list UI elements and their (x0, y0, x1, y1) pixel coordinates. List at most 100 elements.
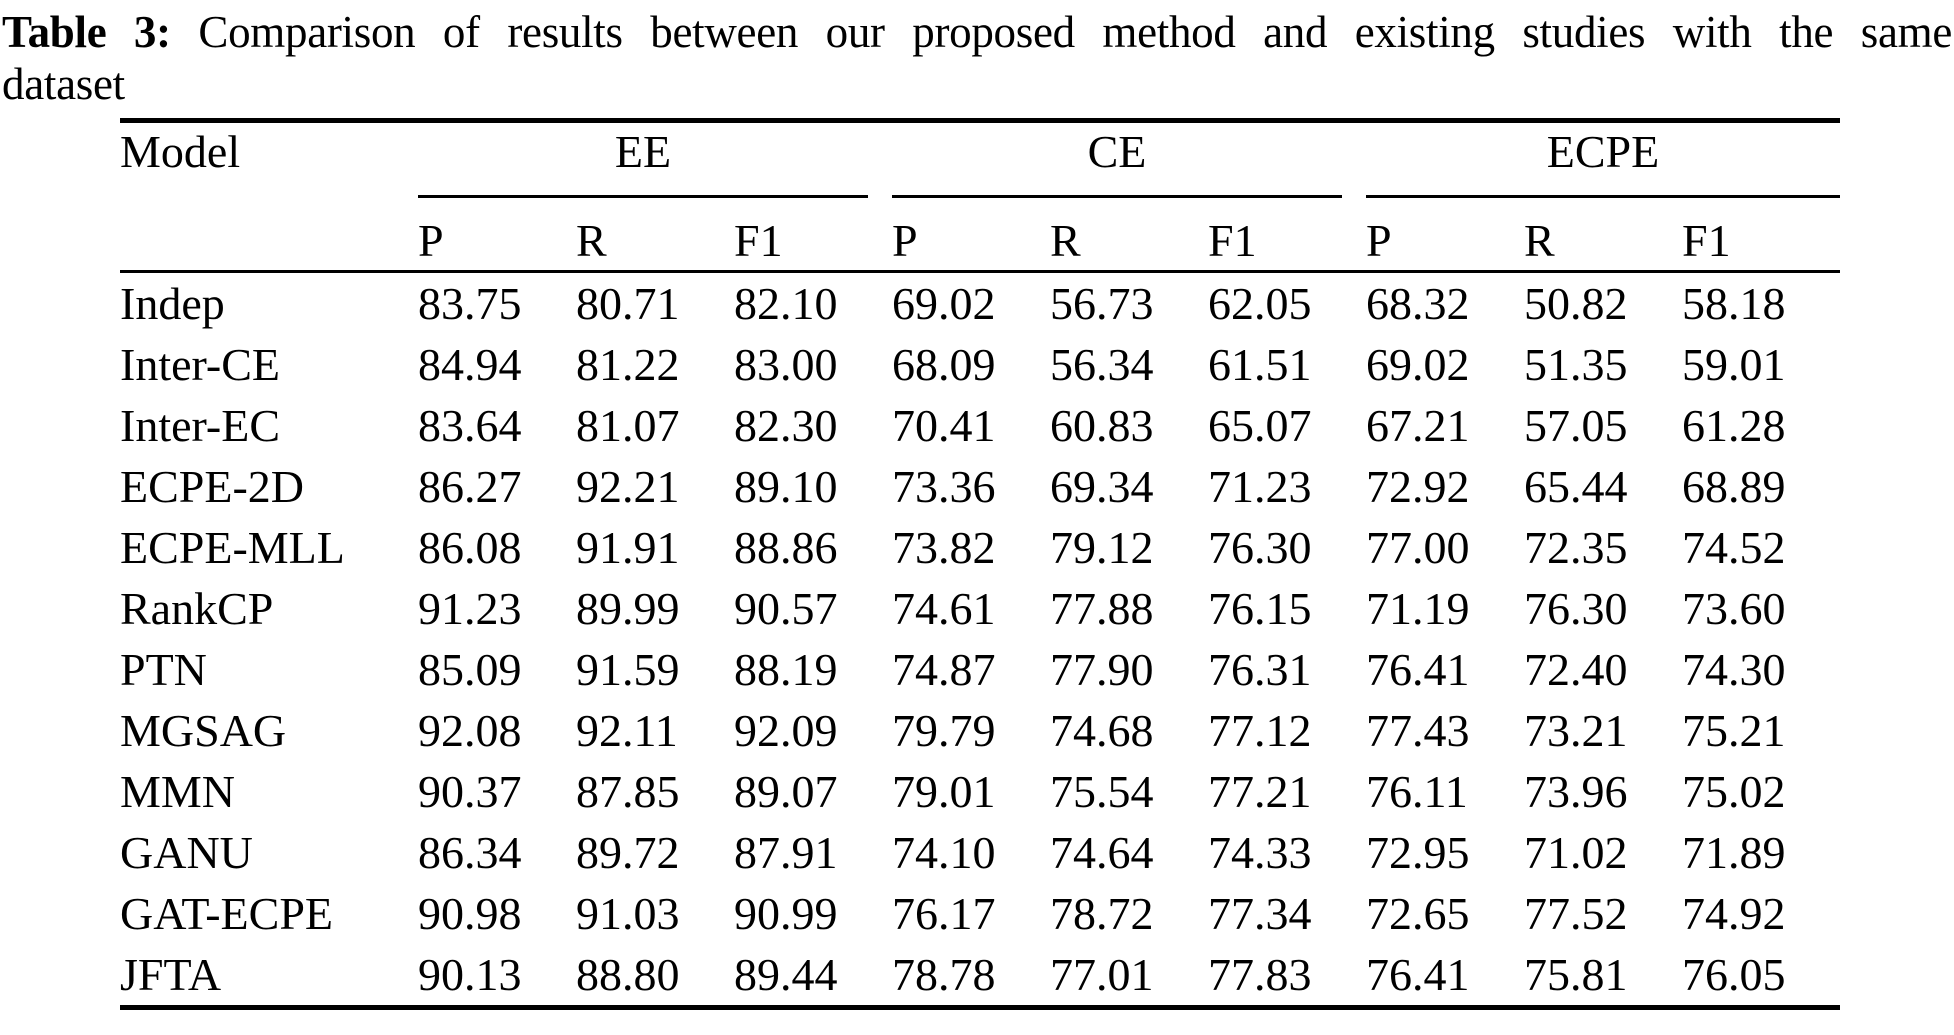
value-cell: 73.96 (1524, 766, 1628, 817)
table-row: ECPE-MLL 86.08 91.91 88.86 73.82 79.12 76.30 77… (120, 517, 1840, 578)
value-cell: 70.41 (892, 400, 996, 451)
value-cell: 79.79 (892, 705, 996, 756)
value-cell: 72.40 (1524, 644, 1628, 695)
table-row: PTN 85.09 91.59 88.19 74.87 77.90 76.31 76.41 72… (120, 639, 1840, 700)
table-row: GANU 86.34 89.72 87.91 74.10 74.64 74.33 72.95 7… (120, 822, 1840, 883)
value-cell: 77.12 (1208, 705, 1312, 756)
value-cell: 76.41 (1366, 644, 1470, 695)
column-header-ce-p: P (892, 198, 1050, 273)
value-cell: 71.02 (1524, 827, 1628, 878)
model-name-cell: GAT-ECPE (120, 888, 333, 939)
value-cell: 67.21 (1366, 400, 1470, 451)
value-cell: 83.75 (418, 278, 522, 329)
value-cell: 79.12 (1050, 522, 1154, 573)
value-cell: 61.51 (1208, 339, 1312, 390)
results-table: Model EE CE ECPE P R F1 P R F1 P R F1 Indep 83.75… (120, 118, 1841, 1010)
value-cell: 89.99 (576, 583, 680, 634)
model-name-cell: PTN (120, 644, 207, 695)
value-cell: 73.82 (892, 522, 996, 573)
value-cell: 86.08 (418, 522, 522, 573)
value-cell: 86.34 (418, 827, 522, 878)
value-cell: 73.21 (1524, 705, 1628, 756)
caption-text: Comparison of results between our propos… (198, 7, 1952, 57)
value-cell: 75.54 (1050, 766, 1154, 817)
value-cell: 71.19 (1366, 583, 1470, 634)
value-cell: 89.72 (576, 827, 680, 878)
value-cell: 79.01 (892, 766, 996, 817)
value-cell: 83.00 (734, 339, 838, 390)
value-cell: 77.34 (1208, 888, 1312, 939)
column-header-ce-f1: F1 (1208, 198, 1366, 273)
column-header-model: Model (120, 120, 418, 273)
value-cell: 72.95 (1366, 827, 1470, 878)
column-header-ce-r: R (1050, 198, 1208, 273)
value-cell: 83.64 (418, 400, 522, 451)
value-cell: 80.71 (576, 278, 680, 329)
column-header-ee-f1: F1 (734, 198, 892, 273)
column-header-ecpe-f1: F1 (1682, 198, 1841, 273)
table-row: RankCP 91.23 89.99 90.57 74.61 77.88 76.15 71.1… (120, 578, 1840, 639)
value-cell: 76.30 (1208, 522, 1312, 573)
value-cell: 74.68 (1050, 705, 1154, 756)
value-cell: 59.01 (1682, 339, 1786, 390)
value-cell: 88.80 (576, 949, 680, 1000)
metric-header-row: P R F1 P R F1 P R F1 (120, 198, 1841, 273)
model-name-cell: ECPE-2D (120, 461, 304, 512)
table-row: JFTA 90.13 88.80 89.44 78.78 77.01 77.83 76.41 7… (120, 944, 1840, 1008)
value-cell: 88.19 (734, 644, 838, 695)
value-cell: 89.10 (734, 461, 838, 512)
model-name-cell: JFTA (120, 949, 222, 1000)
value-cell: 78.78 (892, 949, 996, 1000)
value-cell: 76.31 (1208, 644, 1312, 695)
value-cell: 92.11 (576, 705, 678, 756)
value-cell: 74.92 (1682, 888, 1786, 939)
value-cell: 89.07 (734, 766, 838, 817)
model-name-cell: MGSAG (120, 705, 287, 756)
value-cell: 72.65 (1366, 888, 1470, 939)
column-header-ecpe-p: P (1366, 198, 1524, 273)
value-cell: 65.44 (1524, 461, 1628, 512)
value-cell: 74.33 (1208, 827, 1312, 878)
column-header-ee-p: P (418, 198, 576, 273)
table-row: Inter-CE 84.94 81.22 83.00 68.09 56.34 61.51 69… (120, 334, 1840, 395)
table-caption: Table 3: Comparison of results between o… (2, 6, 1952, 110)
model-name-cell: GANU (120, 827, 253, 878)
caption-line-1: Table 3: Comparison of results between o… (2, 6, 1952, 58)
column-header-ee-r: R (576, 198, 734, 273)
value-cell: 61.28 (1682, 400, 1786, 451)
value-cell: 91.59 (576, 644, 680, 695)
value-cell: 77.83 (1208, 949, 1312, 1000)
value-cell: 76.05 (1682, 949, 1786, 1000)
value-cell: 84.94 (418, 339, 522, 390)
value-cell: 78.72 (1050, 888, 1154, 939)
group-header-ce-label: CE (892, 123, 1342, 198)
value-cell: 58.18 (1682, 278, 1786, 329)
value-cell: 87.91 (734, 827, 838, 878)
value-cell: 73.60 (1682, 583, 1786, 634)
value-cell: 72.35 (1524, 522, 1628, 573)
value-cell: 89.44 (734, 949, 838, 1000)
model-name-cell: MMN (120, 766, 236, 817)
table-row: Inter-EC 83.64 81.07 82.30 70.41 60.83 65.07 67… (120, 395, 1840, 456)
value-cell: 57.05 (1524, 400, 1628, 451)
value-cell: 76.30 (1524, 583, 1628, 634)
value-cell: 92.21 (576, 461, 680, 512)
model-name-cell: Inter-CE (120, 339, 281, 390)
value-cell: 68.89 (1682, 461, 1786, 512)
value-cell: 68.32 (1366, 278, 1470, 329)
value-cell: 74.52 (1682, 522, 1786, 573)
value-cell: 74.87 (892, 644, 996, 695)
value-cell: 76.11 (1366, 766, 1468, 817)
value-cell: 76.41 (1366, 949, 1470, 1000)
value-cell: 87.85 (576, 766, 680, 817)
value-cell: 92.09 (734, 705, 838, 756)
value-cell: 91.03 (576, 888, 680, 939)
value-cell: 81.22 (576, 339, 680, 390)
value-cell: 90.37 (418, 766, 522, 817)
group-header-ce: CE (892, 121, 1366, 198)
model-name-cell: Indep (120, 278, 225, 329)
group-header-ecpe: ECPE (1366, 121, 1841, 198)
value-cell: 92.08 (418, 705, 522, 756)
value-cell: 69.34 (1050, 461, 1154, 512)
model-name-cell: Inter-EC (120, 400, 281, 451)
